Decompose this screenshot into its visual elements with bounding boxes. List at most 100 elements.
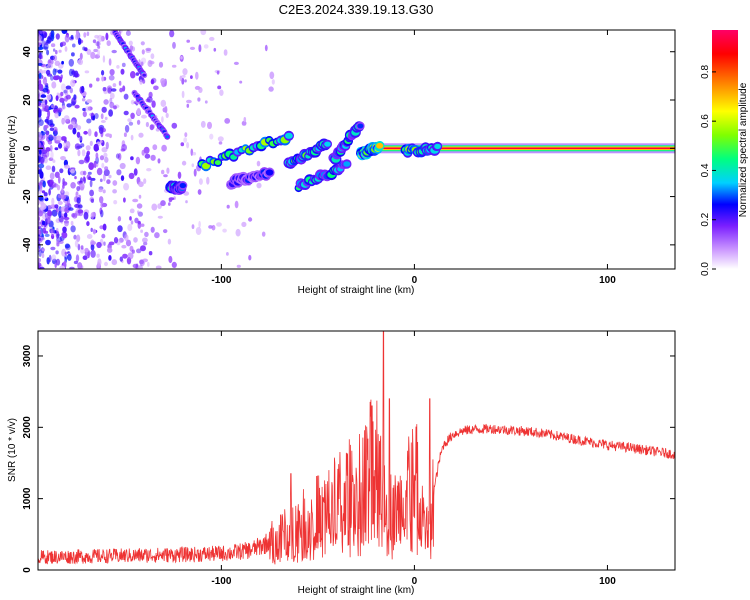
noise-speckle: [181, 90, 185, 99]
noise-speckle: [70, 79, 76, 87]
noise-speckle: [80, 247, 85, 254]
noise-speckle: [51, 254, 57, 261]
noise-speckle: [38, 258, 41, 263]
noise-speckle: [100, 113, 104, 120]
noise-speckle: [233, 61, 239, 65]
noise-speckle: [75, 254, 80, 262]
noise-speckle: [60, 194, 66, 200]
noise-speckle: [204, 100, 208, 104]
x-tick-label: 100: [599, 576, 616, 587]
noise-speckle: [70, 182, 76, 189]
noise-speckle: [38, 102, 42, 107]
noise-speckle: [248, 217, 253, 222]
noise-speckle: [92, 39, 97, 44]
noise-speckle: [56, 184, 61, 191]
noise-speckle: [133, 168, 138, 176]
noise-speckle: [38, 215, 41, 222]
noise-speckle: [243, 117, 247, 123]
noise-speckle: [158, 61, 164, 68]
noise-speckle: [41, 39, 46, 48]
y-tick-label: 40: [22, 46, 33, 58]
noise-speckle: [60, 136, 67, 141]
noise-speckle: [55, 227, 59, 233]
noise-speckle: [55, 258, 61, 266]
noise-speckle: [208, 225, 213, 229]
noise-speckle: [45, 147, 51, 152]
noise-speckle: [100, 209, 104, 218]
noise-speckle: [89, 179, 93, 188]
noise-speckle: [64, 207, 70, 214]
noise-speckle: [52, 159, 56, 163]
noise-speckle: [64, 88, 69, 96]
noise-speckle: [116, 169, 122, 176]
noise-speckle: [38, 225, 42, 230]
noise-speckle: [106, 40, 111, 47]
noise-speckle: [39, 266, 45, 269]
noise-speckle: [150, 154, 156, 161]
noise-speckle: [40, 202, 47, 210]
noise-speckle: [63, 216, 70, 221]
noise-speckle: [94, 113, 99, 119]
noise-speckle: [99, 196, 104, 204]
noise-speckle: [226, 204, 230, 209]
noise-speckle: [140, 229, 144, 233]
noise-speckle: [99, 155, 105, 161]
noise-speckle: [83, 177, 86, 184]
noise-speckle: [140, 61, 144, 66]
noise-speckle: [121, 244, 127, 249]
noise-speckle: [160, 78, 166, 85]
noise-speckle: [99, 178, 103, 183]
noise-speckle: [48, 254, 52, 262]
noise-speckle: [121, 62, 126, 68]
noise-speckle: [111, 259, 118, 266]
noise-speckle: [143, 146, 150, 154]
colorbar-tick-label: 0.8: [700, 64, 711, 78]
noise-speckle: [49, 228, 54, 234]
noise-speckle: [72, 43, 76, 48]
noise-speckle: [39, 156, 45, 163]
noise-speckle: [224, 118, 231, 124]
noise-speckle: [38, 182, 43, 186]
noise-speckle: [79, 52, 83, 60]
noise-speckle: [115, 153, 120, 159]
noise-speckle: [42, 46, 48, 50]
noise-speckle: [123, 197, 126, 203]
noise-speckle: [41, 212, 48, 220]
noise-speckle: [44, 150, 50, 158]
noise-speckle: [59, 97, 65, 103]
noise-speckle: [125, 239, 132, 247]
noise-speckle: [61, 232, 68, 239]
noise-speckle: [87, 171, 92, 175]
noise-speckle: [45, 239, 51, 246]
noise-speckle: [92, 228, 96, 235]
noise-speckle: [46, 215, 52, 224]
noise-speckle: [182, 68, 188, 76]
noise-speckle: [104, 156, 109, 163]
noise-speckle: [105, 141, 109, 150]
noise-speckle: [86, 152, 89, 159]
noise-speckle: [128, 172, 135, 180]
noise-speckle: [77, 204, 83, 209]
noise-speckle: [74, 176, 77, 180]
noise-speckle: [93, 48, 99, 53]
x-tick-label: 0: [412, 275, 418, 286]
noise-speckle: [160, 99, 167, 107]
noise-speckle: [106, 179, 111, 185]
noise-speckle: [162, 107, 167, 113]
noise-speckle: [73, 234, 77, 240]
noise-speckle: [41, 252, 45, 259]
noise-speckle: [38, 131, 42, 140]
y-tick-label: 3000: [22, 344, 33, 367]
noise-speckle: [63, 212, 68, 219]
noise-speckle: [136, 119, 141, 125]
noise-speckle: [112, 180, 118, 186]
noise-speckle: [72, 127, 77, 135]
noise-speckle: [218, 141, 223, 145]
noise-speckle: [83, 211, 89, 220]
noise-speckle: [150, 226, 155, 233]
noise-speckle: [60, 156, 66, 161]
noise-speckle: [47, 139, 53, 145]
noise-speckle: [183, 137, 188, 143]
signal-blob: [434, 143, 441, 150]
noise-speckle: [58, 49, 62, 53]
